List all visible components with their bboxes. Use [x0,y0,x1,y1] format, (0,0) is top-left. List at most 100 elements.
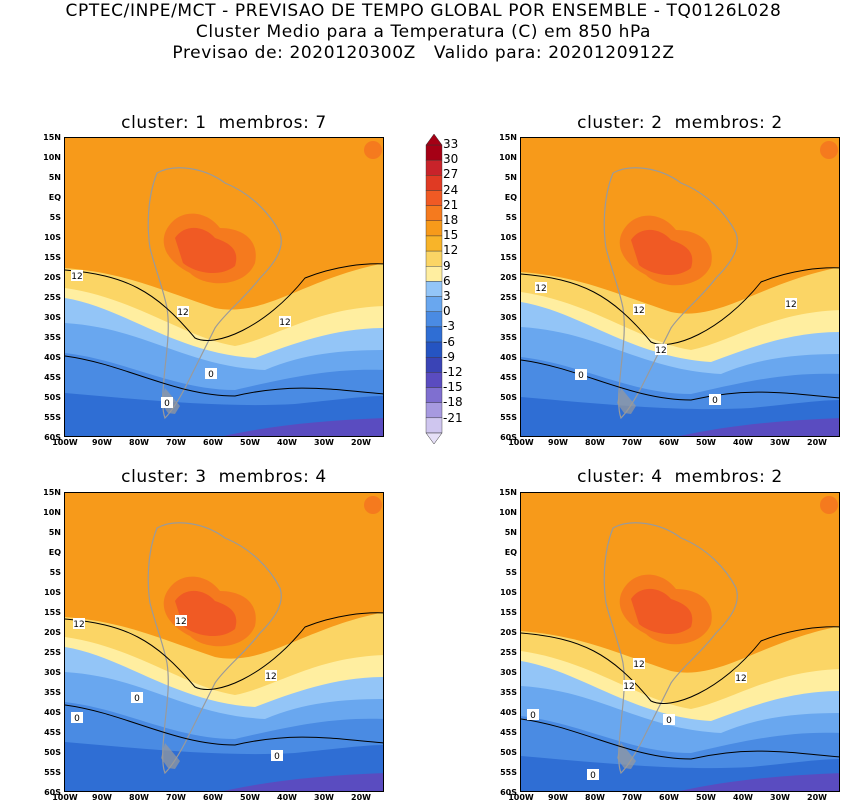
colorbar-label: 0 [443,304,451,319]
lon-tick-label: 20W [807,438,827,447]
svg-text:12: 12 [175,617,186,627]
svg-text:12: 12 [279,318,290,328]
lat-tick-label: 10S [44,233,61,242]
contour-label: 12 [735,672,747,684]
lat-tick-label: 40S [44,708,61,717]
lat-tick-label: 15S [44,608,61,617]
temp-band-21 [631,588,693,635]
svg-text:12: 12 [633,306,644,316]
lat-tick-label: 30S [500,668,517,677]
svg-text:0: 0 [530,711,536,721]
lat-tick-label: 10S [44,588,61,597]
svg-text:0: 0 [590,771,596,781]
continent-outline [147,167,282,420]
svg-text:12: 12 [633,660,644,670]
patagonia-shape [617,743,636,769]
lon-tick-label: 50W [696,438,716,447]
lat-tick-label: 50S [500,393,517,402]
lon-tick-label: 50W [240,438,260,447]
contour-label: 12 [175,615,187,627]
lat-tick-label: 25S [44,648,61,657]
lat-tick-label: 5N [48,528,61,537]
contour-label: 12 [71,270,83,282]
lat-tick-label: 25S [500,648,517,657]
colorbar-label: 33 [443,137,459,151]
lat-tick-label: 60S [500,433,517,442]
contour-label: 12 [177,306,189,318]
lon-tick-label: 90W [548,793,568,802]
colorbar-swatch [425,144,443,161]
colorbar-swatch [425,417,443,434]
continent-outline [603,522,738,775]
contour-label: 0 [587,769,599,781]
lon-tick-label: 100W [52,793,78,802]
patagonia-shape [617,388,636,414]
lat-tick-label: 30S [44,313,61,322]
colorbar-label: 6 [443,273,451,288]
lat-tick-label: 55S [44,413,61,422]
lat-tick-label: EQ [504,548,517,557]
contour-label: 0 [575,369,587,381]
lat-tick-label: 20S [44,628,61,637]
colorbar-label: 30 [443,152,459,167]
lon-tick-label: 80W [585,793,605,802]
lat-tick-label: 45S [500,728,517,737]
contour-label: 0 [131,692,143,704]
lon-tick-label: 20W [351,793,371,802]
lon-tick-label: 60W [203,438,223,447]
lon-tick-label: 80W [129,793,149,802]
colorbar: 33 30 27 24 21 18 15 12 9 6 3 0 -3 -6 -9 -12 -15 -18 -21 [424,134,484,444]
svg-text:0: 0 [74,714,80,724]
warm-spot [820,496,838,514]
lat-tick-label: 20S [44,273,61,282]
lat-tick-label: 5S [49,568,61,577]
contour-label: 0 [527,709,539,721]
lat-tick-label: 50S [500,748,517,757]
lat-tick-label: 45S [44,728,61,737]
lon-tick-label: 60W [203,793,223,802]
svg-text:12: 12 [735,674,746,684]
lat-tick-label: 55S [44,768,61,777]
temp-band-21 [175,590,237,637]
lat-tick-label: 30S [500,313,517,322]
map-panel-3: 12 12 12 0 0 0 [64,492,384,792]
colorbar-swatch [425,341,443,358]
colorbar-top-arrow [425,134,443,146]
colorbar-label: -12 [443,365,463,379]
lat-tick-label: 20S [500,628,517,637]
continent-outline [147,522,282,775]
lat-tick-label: 5N [504,173,517,182]
contour-label: 0 [271,750,283,762]
colorbar-swatches [425,134,443,444]
colorbar-label: 27 [443,167,459,182]
lon-tick-label: 70W [622,438,642,447]
colorbar-swatch [425,190,443,206]
lat-tick-label: 10N [499,153,517,162]
contour-0 [65,355,383,397]
warm-spot [364,496,382,514]
svg-text:0: 0 [134,694,140,704]
lat-tick-label: 60S [44,433,61,442]
lat-tick-label: 5N [504,528,517,537]
lat-tick-label: 40S [500,708,517,717]
svg-text:0: 0 [208,370,214,380]
continent-outline [603,167,738,420]
svg-text:12: 12 [623,682,634,692]
svg-text:12: 12 [785,300,796,310]
colorbar-swatch [425,281,443,297]
lat-tick-label: 15N [499,133,517,142]
colorbar-label: 21 [443,197,459,212]
svg-text:0: 0 [666,716,672,726]
lat-tick-label: 55S [500,768,517,777]
lat-tick-label: EQ [504,193,517,202]
lat-tick-label: 15N [499,488,517,497]
header-line-1: CPTEC/INPE/MCT - PREVISAO DE TEMPO GLOBA… [65,1,782,21]
lat-tick-label: 15N [43,488,61,497]
contour-12 [521,267,839,345]
lat-tick-label: 10N [43,153,61,162]
colorbar-swatch [425,326,443,343]
lat-tick-label: 5N [48,173,61,182]
colorbar-swatch [425,205,443,221]
colorbar-label: 9 [443,258,451,273]
lat-tick-label: 40S [44,353,61,362]
